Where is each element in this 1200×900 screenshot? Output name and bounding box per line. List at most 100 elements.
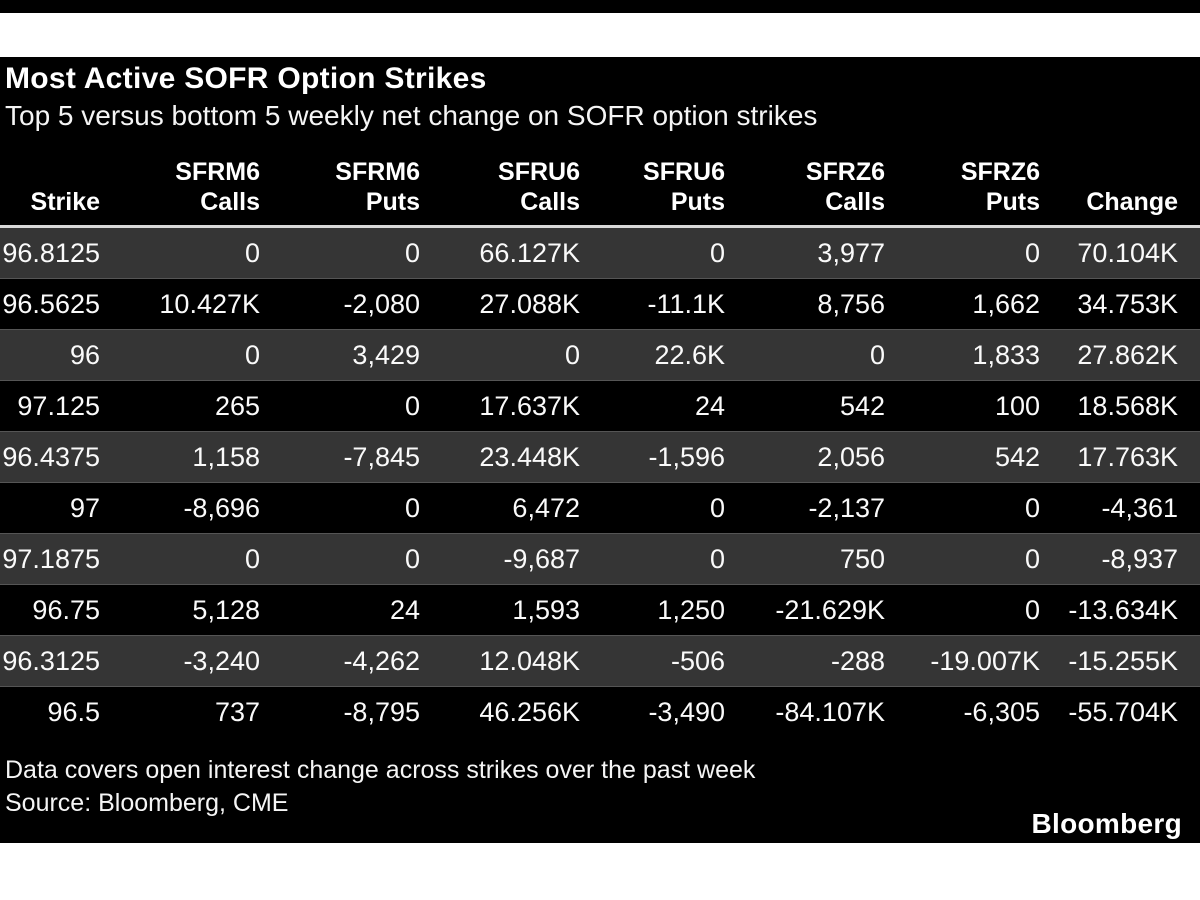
value-cell: 6,472 (512, 492, 580, 523)
value-cell: 0 (709, 492, 725, 523)
value-cell: 737 (214, 696, 260, 727)
value-cell: 34.753K (1077, 288, 1178, 319)
bloomberg-logo: Bloomberg (1031, 808, 1182, 839)
value-cell: -4,262 (272, 635, 432, 687)
column-header-strike: Strike (0, 157, 112, 227)
value-cell: 542 (839, 390, 885, 421)
column-label: Puts (670, 188, 725, 216)
column-group-label: SFRZ6 (805, 158, 885, 186)
top-white-gap (0, 13, 1200, 57)
chart-title: Most Active SOFR Option Strikes (5, 62, 487, 95)
value-cell: -84.107K (775, 696, 885, 727)
strike-cell: 97.1875 (0, 533, 112, 585)
value-cell: -8,937 (1052, 533, 1200, 585)
value-cell: 0 (404, 390, 420, 421)
value-cell: 0 (592, 533, 737, 585)
strike-cell: 96.4375 (0, 431, 112, 483)
column-group-label: SFRZ6 (960, 158, 1040, 186)
column-group-label: SFRU6 (643, 158, 725, 186)
strike-cell: 96.5625 (2, 288, 100, 319)
strike-cell: 96.3125 (0, 635, 112, 687)
column-label: Calls (520, 188, 580, 216)
value-cell: -21.629K (775, 594, 885, 625)
value-cell: 17.763K (1052, 431, 1200, 483)
table-row: 96.5625 10.427K -2,080 27.088K -11.1K 8,756 1,… (0, 279, 1200, 330)
value-cell: 1,662 (972, 288, 1040, 319)
table-row: 96 0 3,429 0 22.6K 0 1,833 27.862K (0, 329, 1200, 381)
table-row: 97.1875 0 0 -9,687 0 750 0 -8,937 (0, 533, 1200, 585)
value-cell: 1,250 (657, 594, 725, 625)
table-row: 96.4375 1,158 -7,845 23.448K -1,596 2,056 542 1… (0, 431, 1200, 483)
value-cell: 0 (272, 226, 432, 279)
chart-subtitle: Top 5 versus bottom 5 weekly net change … (5, 100, 818, 131)
column-group-label: SFRU6 (498, 158, 580, 186)
value-cell: 0 (404, 492, 420, 523)
strike-cell: 97 (69, 492, 100, 523)
table-row: 96.8125 0 0 66.127K 0 3,977 0 70.104K (0, 226, 1200, 279)
value-cell: 2,056 (737, 431, 897, 483)
value-cell: 10.427K (159, 288, 260, 319)
value-cell: 66.127K (432, 226, 592, 279)
value-cell: -6,305 (963, 696, 1040, 727)
strike-cell: 96.75 (32, 594, 100, 625)
value-cell: -506 (592, 635, 737, 687)
column-label: Calls (200, 188, 260, 216)
value-cell: -19.007K (897, 635, 1052, 687)
value-cell: -288 (737, 635, 897, 687)
value-cell: 23.448K (432, 431, 592, 483)
strike-cell: 97.125 (17, 390, 100, 421)
column-header-sfru6-calls: SFRU6 Calls (432, 157, 592, 227)
value-cell: -2,137 (808, 492, 885, 523)
value-cell: 0 (272, 533, 432, 585)
table-row: 97.125 265 0 17.637K 24 542 100 18.568K (0, 381, 1200, 432)
table-row: 96.75 5,128 24 1,593 1,250 -21.629K 0 -13.634K (0, 585, 1200, 636)
table-row: 96.5 737 -8,795 46.256K -3,490 -84.107K -6,305… (0, 687, 1200, 738)
strike-cell: 96.5 (47, 696, 100, 727)
column-label: Puts (985, 188, 1040, 216)
column-label: Puts (365, 188, 420, 216)
value-cell: -8,795 (343, 696, 420, 727)
value-cell: 1,593 (512, 594, 580, 625)
value-cell: 24 (389, 594, 420, 625)
value-cell: -4,361 (1101, 492, 1178, 523)
value-cell: 12.048K (432, 635, 592, 687)
value-cell: -7,845 (272, 431, 432, 483)
value-cell: 24 (694, 390, 725, 421)
value-cell: 3,977 (737, 226, 897, 279)
value-cell: 17.637K (479, 390, 580, 421)
column-group-label: SFRM6 (335, 158, 420, 186)
value-cell: 100 (994, 390, 1040, 421)
value-cell: 0 (592, 226, 737, 279)
column-label: Change (1086, 188, 1178, 216)
column-header-change: Change (1052, 157, 1200, 227)
value-cell: 1,833 (897, 329, 1052, 381)
value-cell: 18.568K (1077, 390, 1178, 421)
value-cell: -2,080 (343, 288, 420, 319)
value-cell: 0 (1024, 594, 1040, 625)
value-cell: 0 (897, 533, 1052, 585)
value-cell: 27.862K (1052, 329, 1200, 381)
column-header-sfrm6-puts: SFRM6 Puts (272, 157, 432, 227)
table-row: 96.3125 -3,240 -4,262 12.048K -506 -288 -19.00… (0, 635, 1200, 687)
value-cell: 27.088K (479, 288, 580, 319)
column-group-label: SFRM6 (175, 158, 260, 186)
column-header-sfru6-puts: SFRU6 Puts (592, 157, 737, 227)
value-cell: 22.6K (592, 329, 737, 381)
strikes-table: Strike SFRM6 Calls SFRM6 Puts SFRU6 Calls SFRU6… (0, 157, 1200, 737)
strike-cell: 96.8125 (0, 226, 112, 279)
source-line: Source: Bloomberg, CME (5, 789, 289, 817)
value-cell: -3,490 (648, 696, 725, 727)
value-cell: -1,596 (592, 431, 737, 483)
column-header-sfrm6-calls: SFRM6 Calls (112, 157, 272, 227)
value-cell: 3,429 (272, 329, 432, 381)
value-cell: 0 (112, 533, 272, 585)
value-cell: 46.256K (479, 696, 580, 727)
value-cell: 750 (737, 533, 897, 585)
column-header-sfrz6-calls: SFRZ6 Calls (737, 157, 897, 227)
column-label: Strike (30, 188, 100, 216)
table-row: 97 -8,696 0 6,472 0 -2,137 0 -4,361 (0, 483, 1200, 534)
value-cell: -3,240 (112, 635, 272, 687)
value-cell: -15.255K (1052, 635, 1200, 687)
value-cell: 1,158 (112, 431, 272, 483)
strike-cell: 96 (0, 329, 112, 381)
